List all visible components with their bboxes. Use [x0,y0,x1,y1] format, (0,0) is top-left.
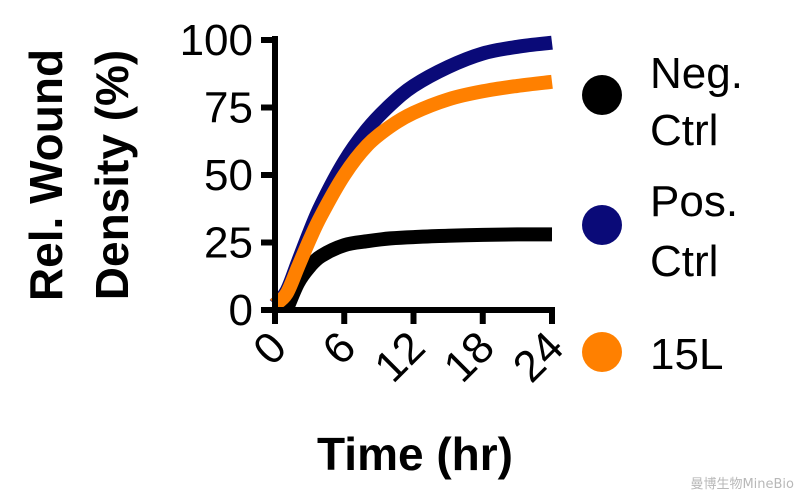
legend-label: Ctrl [650,106,718,155]
legend-label: 15L [650,330,723,379]
x-tick-label: 6 [313,322,365,374]
y-tick-label: 25 [204,219,253,268]
y-axis-title: Rel. Wound Density (%) [20,49,138,301]
legend-marker-1 [582,205,622,245]
plot-lines [269,35,553,313]
y-tick-label: 0 [229,286,253,335]
y-axis-title-line: Rel. Wound [20,49,72,301]
x-ticks: 0 6 12 18 24 [244,310,573,392]
legend-marker-2 [582,332,622,372]
y-tick-label: 50 [204,151,253,200]
legend-marker-0 [582,75,622,115]
x-tick-label: 24 [504,322,573,391]
y-tick-label: 100 [180,16,253,65]
legend: Neg. Ctrl Pos. Ctrl 15L [582,49,743,379]
x-tick-label: 12 [365,322,434,391]
y-axis-title-line: Density (%) [86,50,138,300]
legend-label: Ctrl [650,237,718,286]
x-axis-title: Time (hr) [317,428,513,480]
series-line-0 [280,227,553,313]
x-tick-label: 18 [435,322,504,391]
watermark: 曼博生物MineBio [690,477,794,492]
y-tick-label: 75 [204,84,253,133]
legend-label: Pos. [650,177,738,226]
series-line-2 [270,74,553,311]
legend-label: Neg. [650,49,743,98]
y-ticks: 0 25 50 75 100 [180,16,275,335]
